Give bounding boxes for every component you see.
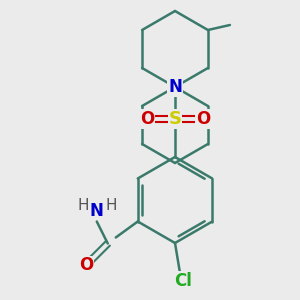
Text: H: H: [77, 198, 88, 213]
Text: N: N: [168, 78, 182, 96]
Text: N: N: [168, 78, 182, 96]
Text: Cl: Cl: [174, 272, 192, 290]
Text: O: O: [196, 110, 210, 128]
Text: N: N: [168, 78, 182, 96]
Text: O: O: [79, 256, 93, 274]
Text: S: S: [169, 110, 182, 128]
Text: N: N: [90, 202, 104, 220]
Text: H: H: [105, 198, 116, 213]
Text: O: O: [140, 110, 154, 128]
